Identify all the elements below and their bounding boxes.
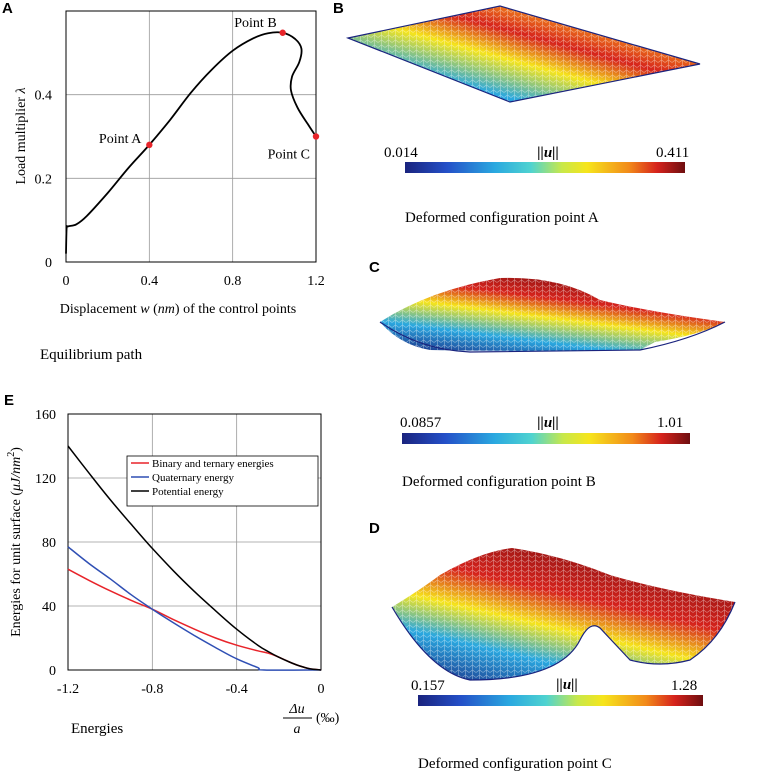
x-label-denominator: a [294,722,301,737]
x-tick-label: 0 [318,682,325,697]
y-axis-label-e: Energies for unit surface (μJ/nm2) [6,447,24,637]
y-tick-label: 0 [45,256,52,271]
series-e [67,445,322,671]
x-axis-label-e: Δu a (‰) [283,702,340,737]
colorbar-max-d: 1.28 [671,678,697,694]
panel-label-a: A [2,0,13,17]
x-tick-label: 0 [63,274,70,289]
series-line-quaternary-energy [67,546,322,671]
caption-deformed-point-b: Deformed configuration point B [402,474,596,490]
plot-frame-e [67,413,322,671]
y-tick-label: 40 [42,600,56,615]
colorbar-max-b: 0.411 [656,145,689,161]
marked-point-label: Point A [99,132,142,147]
deformed-mesh-c [379,277,726,353]
x-label-unit: (‰) [316,711,340,726]
caption-deformed-point-c: Deformed configuration point C [418,756,612,772]
series-line-potential-energy [67,445,322,671]
colorbar-norm-label-c: ||u|| [537,415,559,431]
legend-entry: Binary and ternary energies [152,458,274,470]
marked-point-label: Point B [234,16,276,31]
caption-equilibrium-path: Equilibrium path [40,347,143,363]
ticks-a: 0 0.4 0.8 1.2 0 0.2 0.4 [35,89,325,289]
caption-energies: Energies [71,721,123,737]
y-tick-label: 0.4 [35,89,53,104]
colorbar-c [402,433,690,444]
colorbar-norm-label-d: ||u|| [556,677,578,693]
equilibrium-path-line [65,31,317,254]
marked-point-dot [279,29,286,36]
x-tick-label: -1.2 [57,682,79,697]
colorbar-b [405,162,685,173]
marked-point-dot [312,133,320,140]
panel-label-e: E [4,392,14,409]
x-tick-label: 0.4 [141,274,159,289]
y-tick-label: 80 [42,536,56,551]
chart-a: 0 0.4 0.8 1.2 0 0.2 0.4 Point A Point B Point C [35,10,325,289]
colorbar-d [418,695,703,706]
colorbar-min-d: 0.157 [411,678,445,694]
deformed-mesh-d [391,548,736,681]
colorbar-min-c: 0.0857 [400,415,442,431]
panel-label-c: C [369,259,380,276]
x-tick-label: -0.4 [226,682,248,697]
legend-e: Binary and ternary energies Quaternary en… [126,455,319,507]
y-tick-label: 0.2 [35,172,53,187]
caption-deformed-point-a: Deformed configuration point A [405,210,599,226]
deformed-mesh-b [345,5,701,103]
chart-e: -1.2 -0.8 -0.4 0 0 40 80 120 160 Binary and tern… [35,408,325,697]
colorbar-min-b: 0.014 [384,145,418,161]
grid-a [66,11,316,262]
y-tick-label: 0 [49,664,56,679]
marked-point-label: Point C [268,148,310,163]
grid-e [68,414,321,670]
y-tick-label: 120 [35,472,56,487]
colorbar-norm-label-b: ||u|| [537,145,559,161]
legend-entry: Potential energy [152,486,224,498]
y-tick-label: 160 [35,408,56,423]
marked-point-dot [146,141,153,149]
x-tick-label: -0.8 [141,682,163,697]
legend-entry: Quaternary energy [152,472,234,484]
y-axis-label-a: Load multiplier λ [14,87,29,184]
x-tick-label: 0.8 [224,274,242,289]
ticks-e: -1.2 -0.8 -0.4 0 0 40 80 120 160 [35,408,325,697]
legend-box [126,455,319,507]
colorbar-max-c: 1.01 [657,415,683,431]
x-tick-label: 1.2 [307,274,325,289]
x-axis-label-a: Displacement w (nm) of the control point… [60,302,296,317]
marked-points: Point A Point B Point C [99,16,320,163]
x-label-numerator: Δu [288,702,304,717]
panel-label-b: B [333,0,344,17]
panel-label-d: D [369,520,380,537]
series-line-binary-and-ternary-energies [67,568,322,671]
